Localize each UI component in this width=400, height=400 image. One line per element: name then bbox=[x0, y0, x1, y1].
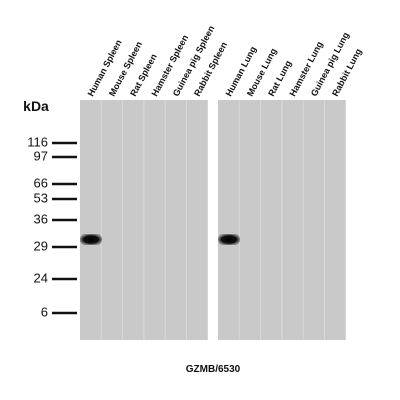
caption: GZMB/6530 bbox=[186, 364, 241, 375]
marker-label: 24 bbox=[34, 270, 48, 285]
band bbox=[218, 234, 240, 245]
marker-label: 97 bbox=[34, 148, 48, 163]
marker-label: 66 bbox=[34, 175, 48, 190]
band bbox=[80, 234, 102, 245]
marker-label: 53 bbox=[34, 190, 48, 205]
marker-label: 36 bbox=[34, 211, 48, 226]
marker-label: 29 bbox=[34, 238, 48, 253]
marker-label: 6 bbox=[41, 304, 48, 319]
marker-label: 116 bbox=[27, 134, 48, 149]
units-label: kDa bbox=[23, 98, 49, 114]
panels bbox=[80, 100, 346, 340]
